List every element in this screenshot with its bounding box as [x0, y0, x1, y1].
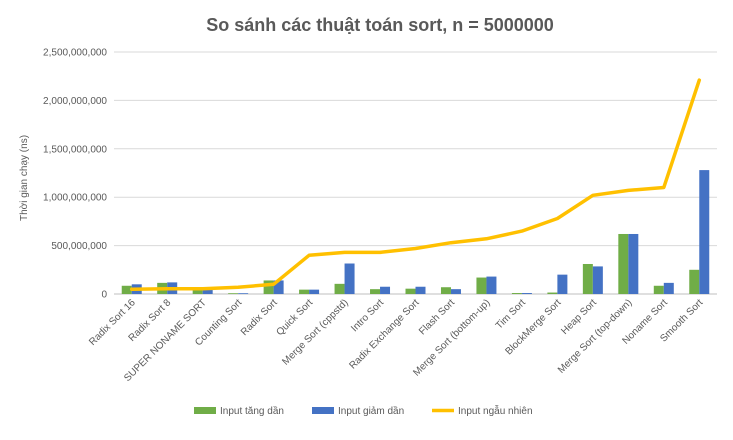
bar — [380, 286, 391, 294]
bar — [582, 263, 593, 294]
bar — [521, 293, 532, 294]
y-tick-label: 500,000,000 — [51, 241, 107, 252]
x-tick-label: Radix Exchange Sort — [347, 297, 421, 371]
bar — [273, 280, 284, 294]
y-axis-ticks: 0 500,000,000 1,000,000,000 1,500,000,000 2,… — [43, 48, 107, 301]
bar — [486, 276, 497, 294]
bar — [238, 293, 249, 294]
bar — [618, 233, 629, 294]
chart-title: So sánh các thuật toán sort, n = 5000000 — [206, 15, 554, 35]
legend-label: Input ngẫu nhiên — [458, 404, 533, 417]
bar — [228, 293, 239, 294]
bar — [309, 289, 320, 294]
y-tick-label: 2,500,000,000 — [43, 48, 107, 59]
bar — [405, 288, 416, 294]
legend-swatch — [312, 407, 334, 414]
bar — [121, 285, 132, 294]
bar — [557, 274, 568, 294]
x-tick-label: Tim Sort — [494, 297, 528, 331]
bar — [344, 263, 355, 294]
bar — [628, 233, 639, 294]
bar-series — [121, 170, 710, 294]
x-tick-label: Merge Sort (cppstd) — [280, 297, 350, 367]
legend-label: Input giảm dần — [338, 405, 404, 417]
legend-swatch — [194, 407, 216, 414]
bar — [192, 288, 203, 294]
bar — [547, 292, 558, 294]
bar — [511, 293, 522, 294]
bar — [415, 286, 426, 294]
legend: Input tăng dần Input giảm dần Input ngẫu n… — [194, 404, 533, 417]
bar — [202, 288, 213, 294]
series-line — [129, 78, 702, 291]
line-series — [129, 78, 702, 291]
bar — [263, 280, 274, 294]
bar — [689, 269, 700, 294]
y-tick-label: 0 — [101, 290, 107, 301]
gridlines — [114, 51, 717, 295]
legend-label: Input tăng dần — [220, 405, 284, 417]
y-axis-label: Thời gian chạy (ns) — [19, 135, 30, 221]
y-tick-label: 1,000,000,000 — [43, 193, 107, 204]
bar — [592, 266, 603, 294]
y-tick-label: 1,500,000,000 — [43, 144, 107, 155]
bar — [440, 287, 451, 294]
bar — [450, 289, 461, 294]
bar — [370, 289, 381, 294]
y-tick-label: 2,000,000,000 — [43, 96, 107, 107]
x-tick-label: Intro Sort — [349, 297, 386, 334]
bar — [476, 277, 487, 294]
bar — [653, 285, 664, 294]
bar — [699, 170, 710, 294]
bar — [299, 289, 310, 294]
bar — [663, 282, 674, 294]
bar — [334, 283, 345, 294]
x-tick-label: Radix Sort — [239, 297, 280, 338]
